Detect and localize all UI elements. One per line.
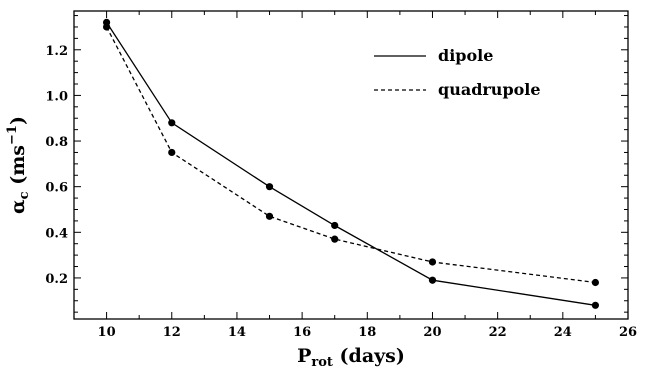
x-tick-label: 20 [423, 325, 441, 340]
x-tick-label: 22 [489, 325, 507, 340]
legend-label-dipole: dipole [438, 46, 493, 65]
y-axis-label-rest: (ms [7, 145, 29, 191]
data-point-quadrupole [265, 212, 274, 220]
x-tick-label: 24 [554, 325, 572, 340]
legend-label-quadrupole: quadrupole [438, 80, 541, 99]
data-point-quadrupole [331, 235, 339, 243]
data-point-dipole [168, 119, 176, 127]
legend: dipole quadrupole [374, 46, 541, 99]
x-tick-label: 18 [358, 325, 376, 340]
series-dipole [102, 18, 600, 309]
data-point-quadrupole [591, 278, 600, 287]
series-line-dipole [106, 22, 596, 306]
data-point-dipole [265, 183, 274, 191]
data-point-quadrupole [102, 23, 111, 31]
y-tick-label: 1.2 [45, 44, 68, 59]
data-point-dipole [428, 276, 437, 284]
data-point-quadrupole [168, 148, 176, 157]
x-tick-label: 16 [293, 325, 311, 340]
x-axis-label: Prot (days) [297, 345, 405, 369]
x-axis-label-sub: rot [311, 355, 333, 369]
data-point-dipole [331, 221, 339, 230]
data-point-dipole [591, 301, 600, 309]
x-axis-label-rest: (days) [333, 345, 405, 367]
series-layer [102, 18, 600, 309]
y-tick-labels: 0.2 0.4 0.6 0.8 1.0 1.2 [45, 44, 68, 287]
x-tick-label: 26 [619, 325, 637, 340]
x-tick-labels: 10 12 14 16 18 20 22 24 26 [98, 325, 638, 340]
series-quadrupole [102, 23, 600, 287]
y-axis-label: αc (ms−1) [5, 116, 32, 214]
y-axis-label-main: α [7, 199, 29, 214]
y-axis-label-sup: −1 [5, 125, 20, 145]
series-line-quadrupole [106, 26, 596, 284]
x-tick-label: 10 [98, 325, 116, 340]
data-point-quadrupole [428, 258, 437, 266]
tick-marks [73, 11, 629, 319]
x-tick-label: 12 [163, 325, 181, 340]
plot-frame [73, 10, 629, 320]
x-tick-label: 14 [228, 325, 246, 340]
y-axis-label-sub: c [17, 191, 32, 199]
y-tick-label: 0.6 [45, 181, 68, 196]
y-tick-label: 0.4 [45, 226, 68, 241]
y-tick-label: 0.8 [45, 135, 68, 150]
x-axis-label-main: P [297, 345, 311, 367]
y-tick-label: 1.0 [45, 89, 68, 104]
y-axis-label-close: ) [7, 116, 29, 125]
y-tick-label: 0.2 [45, 272, 68, 287]
